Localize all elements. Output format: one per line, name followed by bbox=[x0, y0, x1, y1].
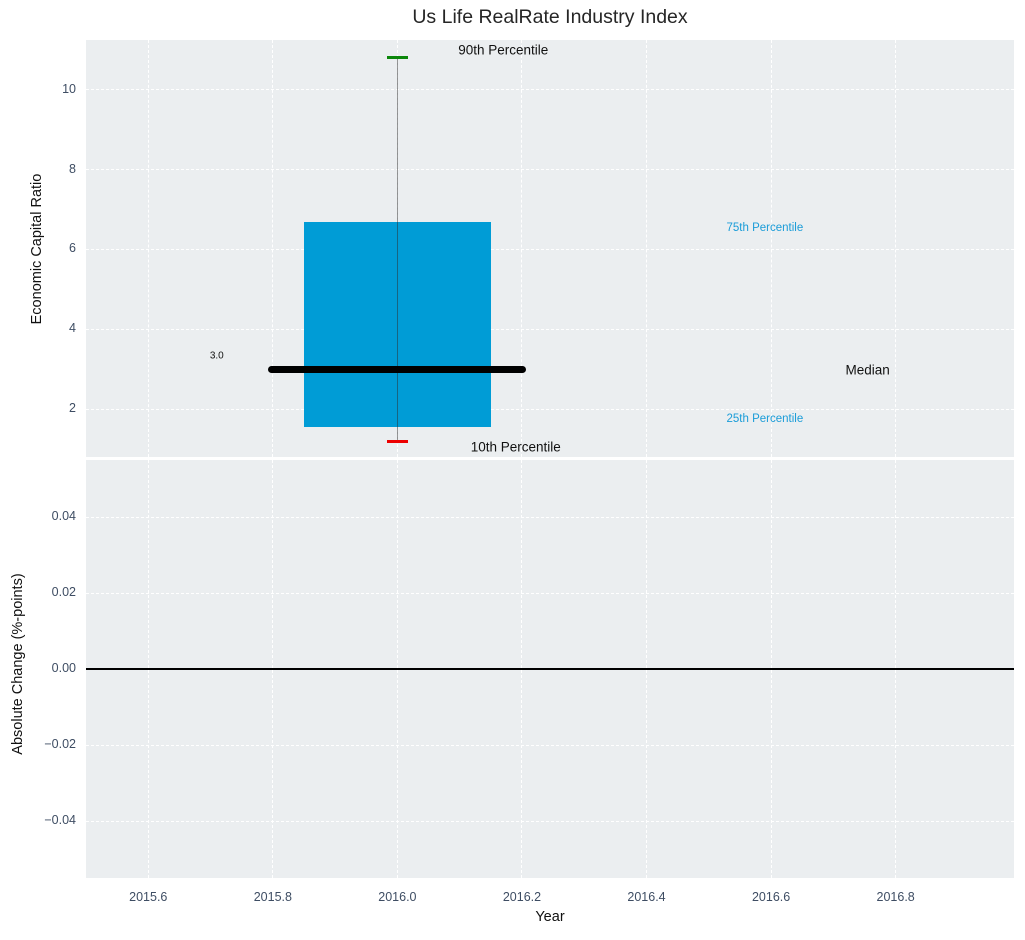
y-tick-label: 2 bbox=[69, 401, 76, 416]
p90-cap bbox=[386, 56, 408, 60]
y-gridline bbox=[86, 169, 1014, 171]
p10-cap bbox=[386, 439, 408, 443]
y-gridline bbox=[86, 820, 1014, 822]
x-tick-label: 2016.6 bbox=[751, 890, 791, 904]
x-gridline bbox=[272, 40, 274, 457]
y-tick-label: 0.04 bbox=[51, 509, 76, 523]
y-tick-label: 6 bbox=[69, 241, 76, 256]
annotation-median-value: 3.0 bbox=[209, 350, 224, 362]
y-tick-label: 4 bbox=[69, 321, 76, 336]
x-gridline bbox=[895, 40, 897, 457]
y-tick-label: 0.00 bbox=[51, 661, 76, 675]
y-gridline bbox=[86, 516, 1014, 518]
x-tick-label: 2016.4 bbox=[627, 890, 666, 904]
annotation-90th-percentile: 90th Percentile bbox=[458, 42, 549, 58]
x-axis-title: Year bbox=[535, 909, 565, 925]
x-tick-label: 2016.8 bbox=[876, 890, 915, 904]
x-gridline bbox=[521, 40, 523, 457]
top-plot-area bbox=[86, 40, 1014, 457]
x-tick-label: 2016.2 bbox=[502, 890, 542, 904]
x-gridline bbox=[147, 40, 149, 457]
median-line bbox=[268, 365, 527, 373]
annotation-75th-percentile: 75th Percentile bbox=[726, 221, 804, 234]
chart-title: Us Life RealRate Industry Index bbox=[412, 6, 688, 28]
annotation-25th-percentile: 25th Percentile bbox=[726, 413, 804, 426]
x-tick-label: 2015.8 bbox=[253, 890, 292, 904]
x-gridline bbox=[770, 40, 772, 457]
whisker bbox=[396, 57, 399, 442]
zero-line bbox=[86, 668, 1014, 670]
annotation-median: Median bbox=[845, 362, 890, 378]
y-tick-label: 10 bbox=[62, 81, 76, 96]
y-gridline bbox=[86, 744, 1014, 746]
y-gridline bbox=[86, 248, 1014, 250]
y-gridline bbox=[86, 89, 1014, 91]
y-tick-label: 0.02 bbox=[51, 585, 76, 599]
y-gridline bbox=[86, 328, 1014, 330]
y-gridline bbox=[86, 408, 1014, 410]
y-tick-label: 8 bbox=[69, 161, 76, 176]
annotation-10th-percentile: 10th Percentile bbox=[470, 439, 561, 455]
y-tick-label: −0.04 bbox=[44, 813, 76, 827]
y-gridline bbox=[86, 592, 1014, 594]
y-tick-label: −0.02 bbox=[44, 737, 76, 751]
x-tick-label: 2015.6 bbox=[129, 890, 168, 904]
x-tick-label: 2016.0 bbox=[378, 890, 417, 904]
x-gridline bbox=[646, 40, 648, 457]
